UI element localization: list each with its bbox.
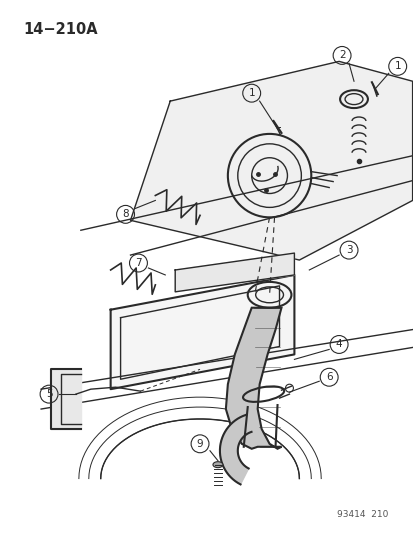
Text: 2: 2 [338, 51, 344, 60]
Text: 8: 8 [122, 209, 128, 220]
Polygon shape [51, 369, 81, 429]
Text: 9: 9 [196, 439, 203, 449]
Text: 3: 3 [345, 245, 351, 255]
Text: 6: 6 [325, 372, 332, 382]
Polygon shape [225, 308, 281, 449]
Polygon shape [110, 275, 294, 389]
Polygon shape [175, 253, 294, 292]
Text: 14−210A: 14−210A [23, 22, 97, 37]
Text: 1: 1 [394, 61, 400, 71]
Text: 7: 7 [135, 258, 141, 268]
Text: 93414  210: 93414 210 [337, 510, 388, 519]
Polygon shape [219, 415, 251, 484]
Text: 4: 4 [335, 340, 342, 350]
Text: 5: 5 [46, 389, 52, 399]
Ellipse shape [212, 462, 222, 467]
Text: 1: 1 [248, 88, 254, 98]
Polygon shape [130, 61, 412, 260]
